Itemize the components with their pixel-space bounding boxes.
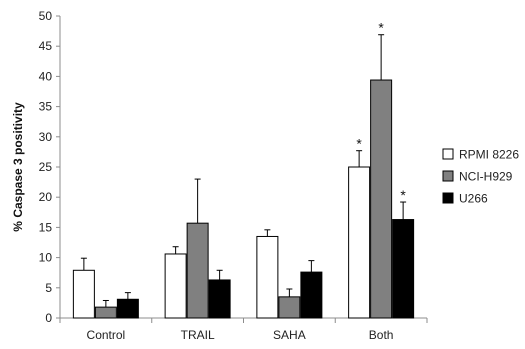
x-tick-label: TRAIL xyxy=(181,328,215,342)
y-tick-label: 10 xyxy=(39,251,53,265)
bar xyxy=(370,79,393,319)
y-tick-label: 50 xyxy=(39,9,53,23)
y-tick-label: 20 xyxy=(39,190,53,204)
bar xyxy=(278,296,301,319)
bar xyxy=(186,222,209,319)
y-axis-title: % Caspase 3 positivity xyxy=(11,102,25,232)
y-tick-label: 30 xyxy=(39,130,53,144)
bar xyxy=(72,269,95,319)
legend-entry-label: RPMI 8226 xyxy=(459,148,519,162)
plot-area: 0 5 10 15 20 25 30 35 40 45 50 Control TRAIL SAHA * * * B… xyxy=(39,9,428,342)
bar xyxy=(116,298,139,319)
y-tick-label: 5 xyxy=(45,281,52,295)
y-tick-label: 35 xyxy=(39,100,53,114)
y-tick-label: 15 xyxy=(39,220,53,234)
legend-entry-label: U266 xyxy=(459,192,488,206)
x-tick-label: SAHA xyxy=(273,328,306,342)
y-tick-label: 40 xyxy=(39,69,53,83)
legend-swatch xyxy=(442,148,454,160)
y-tick-label: 45 xyxy=(39,39,53,53)
legend-entry-label: NCI-H929 xyxy=(459,170,513,184)
legend-swatch xyxy=(442,192,454,204)
bar xyxy=(94,306,117,319)
significance-marker: * xyxy=(378,20,384,36)
bar xyxy=(256,235,279,319)
legend: RPMI 8226 NCI-H929 U266 xyxy=(442,148,519,206)
x-tick-label: Both xyxy=(369,328,394,342)
significance-marker: * xyxy=(356,136,362,152)
bar xyxy=(164,253,187,319)
bar xyxy=(392,219,415,319)
y-tick-label: 0 xyxy=(45,311,52,325)
x-tick-label: Control xyxy=(87,328,126,342)
y-tick-label: 25 xyxy=(39,160,53,174)
bar xyxy=(208,279,231,319)
bar xyxy=(300,271,323,319)
significance-marker: * xyxy=(400,187,406,203)
bar xyxy=(348,166,371,319)
legend-swatch xyxy=(442,170,454,182)
